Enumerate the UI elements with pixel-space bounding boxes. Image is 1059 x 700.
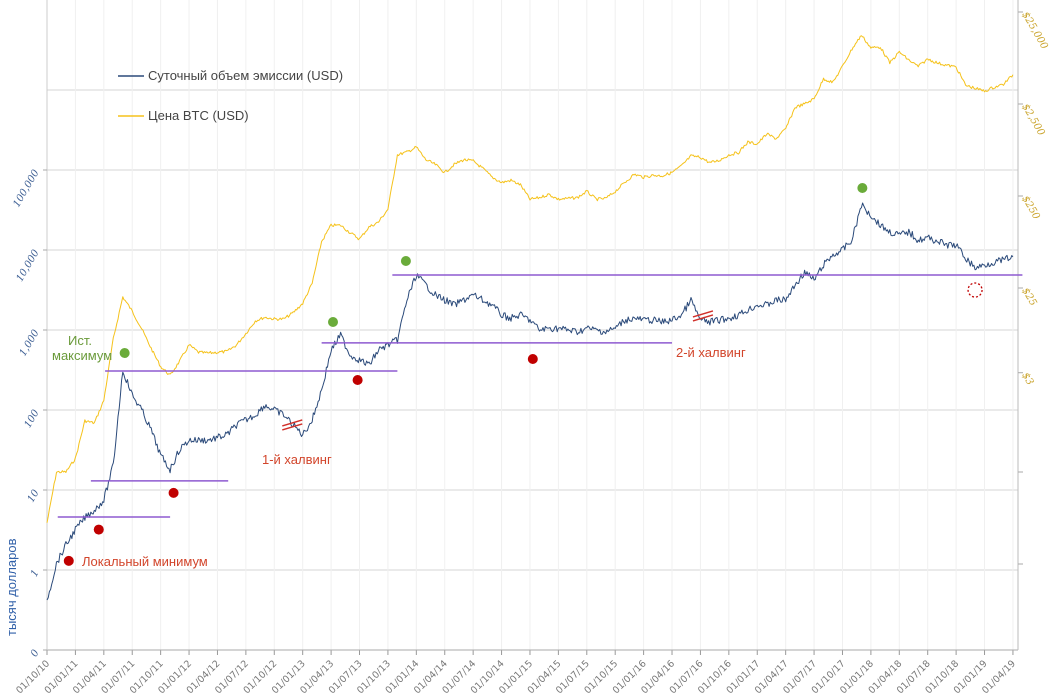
local-min-dot <box>168 487 179 498</box>
y-left-tick-label: 10 <box>26 487 42 504</box>
hist-max-label-2: максимум <box>52 348 112 363</box>
hist-max-dot <box>119 347 130 358</box>
projected-min-circle <box>967 282 983 298</box>
hist-max-dot <box>327 316 338 327</box>
y-left-tick-label: 100 <box>23 407 42 430</box>
legend: Суточный объем эмиссии (USD) Цена BTC (U… <box>118 68 343 123</box>
support-lines <box>57 274 1023 518</box>
halving-1-label: 1-й халвинг <box>262 452 332 467</box>
price-series <box>46 35 1014 523</box>
emission-line <box>46 202 1014 601</box>
local-min-dot <box>93 524 104 535</box>
legend-emission-label: Суточный объем эмиссии (USD) <box>148 68 343 83</box>
hist-max-dot <box>857 182 868 193</box>
y-left-tick-label: 10,000 <box>15 247 42 283</box>
hist-max-label-1: Ист. <box>68 333 92 348</box>
y-left-tick-label: 100,000 <box>11 167 42 209</box>
y-left-tick-label: 1,000 <box>18 327 42 358</box>
local-min-dot <box>352 375 363 386</box>
local-min-dot <box>63 555 74 566</box>
price-line <box>46 35 1014 523</box>
halving-mark <box>282 423 303 431</box>
local-min-dot <box>527 354 538 365</box>
halving-mark <box>282 419 303 427</box>
y-left-tick-label: 1 <box>29 568 42 579</box>
halving-mark <box>692 310 714 318</box>
y-right-tick-label: $2,500 <box>1019 102 1046 138</box>
y-right-tick-label: $250 <box>1019 194 1042 222</box>
local-min-label: Локальный минимум <box>82 554 208 569</box>
y-right-tick-label: $25,000 <box>1019 10 1050 52</box>
y-right-tick-label: $25 <box>1019 286 1038 308</box>
halving-mark <box>692 314 714 322</box>
y-left-tick-label: 0 <box>29 647 42 659</box>
emission-series <box>46 202 1014 601</box>
markers <box>63 182 983 566</box>
grid <box>46 0 1018 650</box>
y-axis-title: тысяч долларов <box>4 538 19 636</box>
legend-price-label: Цена BTC (USD) <box>148 108 249 123</box>
hist-max-dot <box>400 255 411 266</box>
axes: 01/10/1001/01/1101/04/1101/07/1101/10/11… <box>11 0 1050 696</box>
halving-2-label: 2-й халвинг <box>676 345 746 360</box>
